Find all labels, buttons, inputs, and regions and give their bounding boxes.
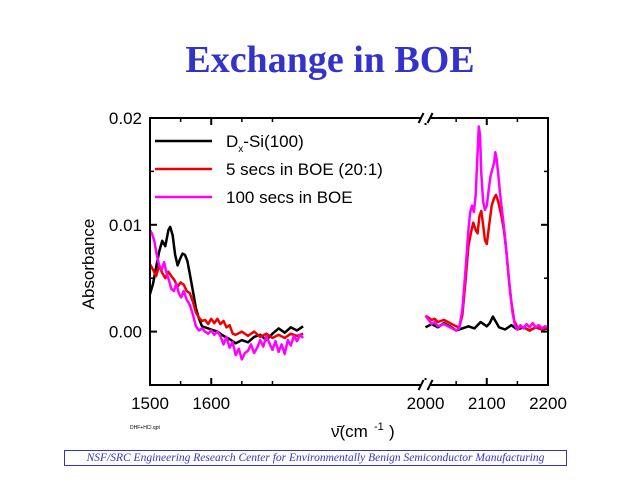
x-axis-label-exponent: -1 <box>374 421 384 433</box>
axis-break-slash <box>417 112 425 124</box>
y-tick-label: 0.00 <box>109 323 142 342</box>
axis-break-gap <box>420 113 431 123</box>
x-tick-label: 2100 <box>468 394 506 413</box>
x-tick-label: 2200 <box>529 394 567 413</box>
x-tick-label: 2000 <box>407 394 445 413</box>
file-code-label: DHF+HCl.qpt <box>130 425 160 431</box>
page-title: Exchange in BOE <box>185 39 475 81</box>
axis-break-gap <box>420 380 431 390</box>
x-tick-label: 1600 <box>192 394 230 413</box>
x-axis-label-nu: ν̄(cm <box>331 422 368 441</box>
footer-banner: NSF/SRC Engineering Research Center for … <box>64 450 567 466</box>
axis-break-slash <box>426 112 434 124</box>
series-line-1 <box>151 225 547 345</box>
y-tick-label: 0.01 <box>109 216 142 235</box>
x-axis-label: ν̄(cm -1 ) <box>331 421 395 441</box>
legend: Dx-Si(100) 5 secs in BOE (20:1) 100 secs i… <box>155 132 383 207</box>
legend-label: Dx-Si(100) <box>226 132 304 155</box>
axis-break <box>417 112 434 391</box>
legend-label: 5 secs in BOE (20:1) <box>226 160 383 179</box>
series-line-2 <box>151 193 547 340</box>
axis-break-slash <box>417 379 425 391</box>
legend-label: 100 secs in BOE <box>226 188 353 207</box>
y-tick-label: 0.02 <box>109 109 142 128</box>
y-axis-label: Absorbance <box>79 219 98 310</box>
axis-break-slash <box>426 379 434 391</box>
x-tick-label: 1500 <box>131 394 169 413</box>
series-line-3 <box>151 125 547 361</box>
plot-frame <box>149 117 549 386</box>
ticks-layer: 1500 1600 2000 2100 2200 0.00 0.01 0.02 <box>109 109 567 413</box>
series-layer <box>151 125 547 361</box>
x-axis-label-close: ) <box>389 422 395 441</box>
